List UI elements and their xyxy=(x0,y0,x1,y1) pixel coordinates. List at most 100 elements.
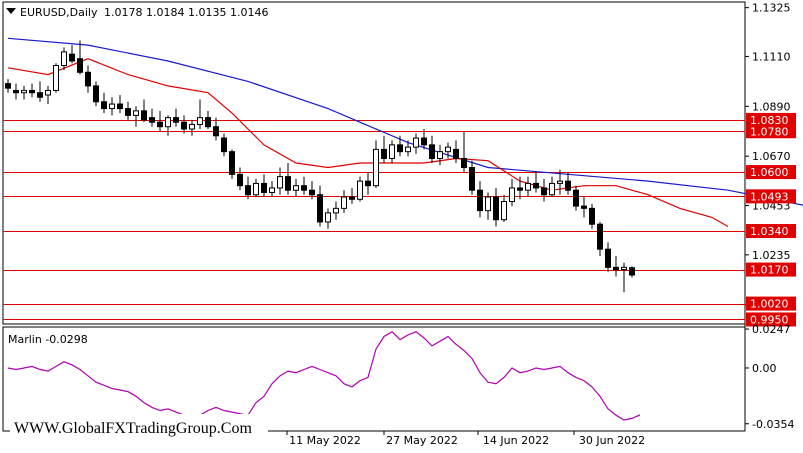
date-axis: 11 May 2022 27 May 2022 14 Jun 2022 30 Jun … xyxy=(286,431,645,447)
watermark-box xyxy=(10,414,268,440)
candle-body-32 xyxy=(261,182,267,193)
candle-body-47 xyxy=(381,148,387,159)
candle-body-73 xyxy=(589,207,595,225)
candle-body-14 xyxy=(117,103,123,110)
level-tag-bg-7 xyxy=(746,312,796,327)
candle-body-46 xyxy=(373,148,379,187)
candle-body-41 xyxy=(333,207,339,214)
level-tag-2: 1.0600 xyxy=(750,166,789,179)
candle-body-69 xyxy=(557,180,563,184)
level-tag-bg-2 xyxy=(746,165,796,180)
indicator-label: Marlin -0.0298 xyxy=(8,333,88,346)
candle-body-74 xyxy=(597,223,603,250)
candle-body-51 xyxy=(413,137,419,148)
price-tick-label-1: 1.1110 xyxy=(752,50,791,63)
candle-body-56 xyxy=(453,148,459,159)
candle-body-8 xyxy=(69,53,75,62)
date-label-1: 27 May 2022 xyxy=(386,434,458,447)
candle-body-48 xyxy=(389,144,395,159)
candle-body-7 xyxy=(61,51,67,66)
level-tag-3: 1.0493 xyxy=(750,190,789,203)
level-tag-bg-4 xyxy=(746,224,796,239)
indicator-tick-label-2: -0.0354 xyxy=(752,418,794,431)
candle-body-37 xyxy=(301,185,307,191)
candle-body-59 xyxy=(477,189,483,212)
indicator-panel xyxy=(2,326,746,432)
candle-body-67 xyxy=(541,187,547,196)
date-label-3: 30 Jun 2022 xyxy=(579,434,645,447)
candle-body-16 xyxy=(133,110,139,116)
candle-body-66 xyxy=(533,182,539,189)
candle-body-50 xyxy=(405,146,411,153)
candle-body-11 xyxy=(93,85,99,103)
level-tag-6: 1.0020 xyxy=(750,298,789,311)
candle-body-78 xyxy=(629,267,635,276)
symbol-header: EURUSD,Daily xyxy=(20,6,98,19)
level-tag-bg-1 xyxy=(746,124,796,139)
candle-body-62 xyxy=(501,201,507,221)
candle-body-76 xyxy=(613,266,619,271)
level-tag-bg-3 xyxy=(746,189,796,204)
candle-body-0 xyxy=(5,83,11,89)
candle-body-15 xyxy=(125,108,131,116)
level-lines xyxy=(3,120,745,320)
candle-body-28 xyxy=(229,151,235,175)
level-tag-1: 1.0780 xyxy=(750,125,789,138)
indicator-tick-label-1: 0.00 xyxy=(752,362,777,375)
candle-body-10 xyxy=(85,71,91,87)
candle-body-3 xyxy=(29,89,35,94)
collapse-triangle-icon[interactable] xyxy=(6,8,16,14)
date-label-0: 11 May 2022 xyxy=(289,434,361,447)
candle-body-30 xyxy=(245,185,251,196)
price-tick-label-0: 1.1325 xyxy=(752,2,791,15)
candle-body-70 xyxy=(565,180,571,191)
candle-body-68 xyxy=(549,182,555,196)
indicator-tick-label-0: 0.0247 xyxy=(752,323,791,336)
candle-body-71 xyxy=(573,189,579,207)
candle-body-24 xyxy=(197,117,203,125)
candle-body-34 xyxy=(277,176,283,189)
candle-body-49 xyxy=(397,144,403,153)
ohlc-header: 1.0178 1.0184 1.0135 1.0146 xyxy=(104,6,268,19)
level-tag-4: 1.0340 xyxy=(750,225,789,238)
candle-body-63 xyxy=(509,187,515,203)
candle-body-52 xyxy=(421,137,427,146)
indicator: 0.0247 0.00 -0.0354 xyxy=(7,323,794,431)
candle-body-61 xyxy=(493,196,499,221)
candle-body-25 xyxy=(205,117,211,128)
watermark: WWW.GlobalFXTradingGroup.Com xyxy=(14,420,252,437)
candle-body-4 xyxy=(37,92,43,98)
level-tag-0: 1.0830 xyxy=(750,114,789,127)
candle-body-44 xyxy=(357,180,363,200)
level-tag-7: 0.9950 xyxy=(750,313,789,326)
candle-body-27 xyxy=(221,137,227,153)
candle-body-5 xyxy=(45,89,51,96)
candle-body-2 xyxy=(21,89,27,94)
candle-body-1 xyxy=(13,89,19,94)
candle-body-9 xyxy=(77,58,83,73)
candle-body-40 xyxy=(325,212,331,223)
candle-body-58 xyxy=(469,167,475,191)
date-label-2: 14 Jun 2022 xyxy=(483,434,549,447)
candle-body-42 xyxy=(341,196,347,209)
candle-body-65 xyxy=(525,182,531,191)
candle-body-77 xyxy=(621,266,627,271)
level-tag-bg-5 xyxy=(746,262,796,277)
candle-body-20 xyxy=(165,117,171,128)
candle-body-43 xyxy=(349,196,355,200)
candle-body-36 xyxy=(293,185,299,191)
candle-body-45 xyxy=(365,180,371,187)
level-tag-5: 1.0170 xyxy=(750,264,789,277)
candle-body-31 xyxy=(253,182,259,196)
candle-body-18 xyxy=(149,117,155,123)
candle-body-12 xyxy=(101,101,107,110)
candle-body-64 xyxy=(517,187,523,191)
level-tag-bg-6 xyxy=(746,296,796,311)
candle-body-23 xyxy=(189,123,195,130)
candle-body-54 xyxy=(437,151,443,159)
candle-body-22 xyxy=(181,121,187,130)
price-tick-label-2: 1.0890 xyxy=(752,100,791,113)
candle-body-53 xyxy=(429,144,435,159)
